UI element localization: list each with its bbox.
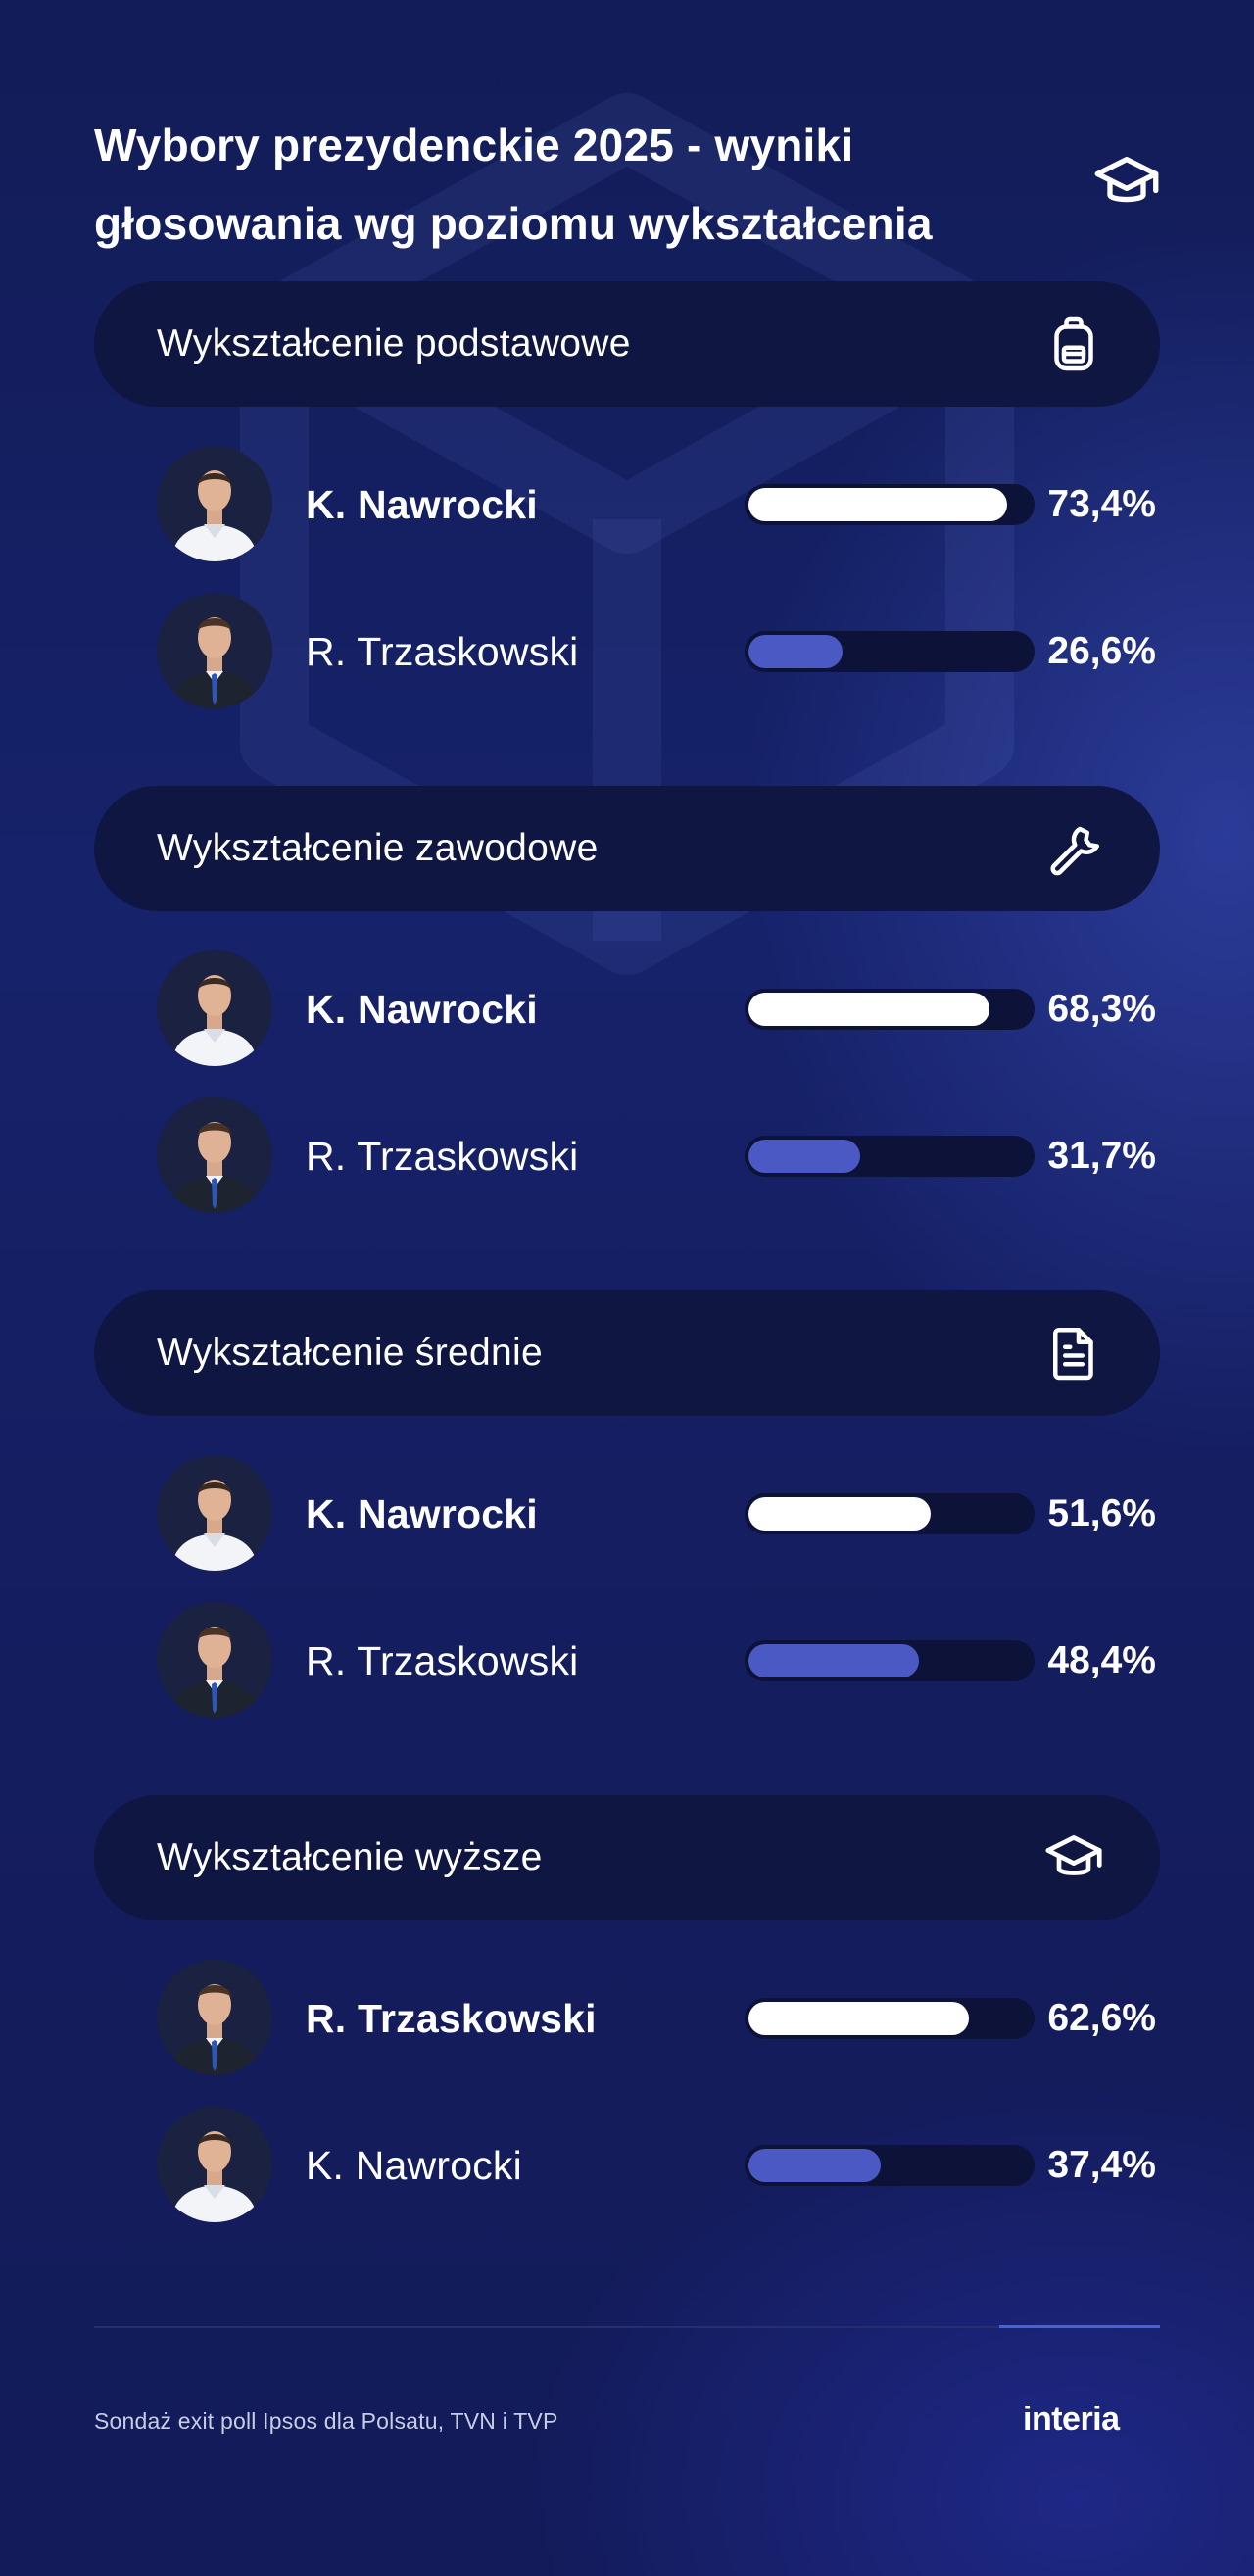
candidate-name: K. Nawrocki — [306, 482, 538, 527]
percentage-label: 62,6% — [1047, 1997, 1156, 2039]
candidate-avatar — [157, 1455, 272, 1571]
candidate-avatar — [157, 1960, 272, 2075]
candidate-name: K. Nawrocki — [306, 1491, 538, 1536]
candidate-row: K. Nawrocki 51,6% — [157, 1455, 1160, 1573]
candidate-row: R. Trzaskowski 31,7% — [157, 1097, 1160, 1215]
footer-divider-accent — [999, 2325, 1160, 2328]
footer-divider — [94, 2326, 1160, 2328]
bar — [748, 1497, 931, 1531]
bar-track — [745, 2145, 1035, 2186]
percentage-label: 26,6% — [1047, 630, 1156, 672]
education-group: Wykształcenie podstawowe K. Nawrocki 73,4%… — [94, 281, 1160, 789]
candidate-row: K. Nawrocki 68,3% — [157, 950, 1160, 1068]
candidate-row: R. Trzaskowski 48,4% — [157, 1602, 1160, 1720]
bar — [748, 1644, 919, 1677]
education-group: Wykształcenie zawodowe K. Nawrocki 68,3% R.… — [94, 786, 1160, 1293]
bar-track — [745, 1493, 1035, 1534]
candidate-avatar — [157, 2107, 272, 2222]
candidate-avatar — [157, 446, 272, 561]
percentage-label: 51,6% — [1047, 1492, 1156, 1534]
page-title: Wybory prezydenckie 2025 - wyniki głosow… — [94, 120, 933, 249]
bar — [748, 488, 1007, 521]
group-header: Wykształcenie średnie — [94, 1290, 1160, 1416]
source-note: Sondaż exit poll Ipsos dla Polsatu, TVN … — [94, 2408, 558, 2434]
candidate-row: R. Trzaskowski 62,6% — [157, 1960, 1160, 2077]
graduation-cap-icon — [1093, 149, 1160, 216]
percentage-label: 48,4% — [1047, 1639, 1156, 1681]
candidate-row: R. Trzaskowski 26,6% — [157, 593, 1160, 710]
percentage-label: 31,7% — [1047, 1135, 1156, 1177]
candidate-avatar — [157, 1602, 272, 1718]
candidate-name: R. Trzaskowski — [306, 1134, 579, 1179]
percentage-label: 37,4% — [1047, 2144, 1156, 2186]
bar-track — [745, 1136, 1035, 1177]
wrench-icon — [1044, 819, 1103, 878]
percentage-label: 73,4% — [1047, 483, 1156, 525]
candidate-avatar — [157, 593, 272, 708]
bar — [748, 635, 843, 668]
group-header: Wykształcenie wyższe — [94, 1795, 1160, 1920]
bar-track — [745, 484, 1035, 525]
candidate-name: K. Nawrocki — [306, 987, 538, 1032]
group-label: Wykształcenie średnie — [157, 1332, 543, 1374]
graduation-cap-icon — [1044, 1828, 1103, 1887]
group-label: Wykształcenie zawodowe — [157, 827, 599, 869]
bar-track — [745, 1998, 1035, 2039]
candidate-avatar — [157, 1097, 272, 1213]
group-label: Wykształcenie podstawowe — [157, 322, 631, 365]
group-header: Wykształcenie podstawowe — [94, 281, 1160, 407]
bar-track — [745, 989, 1035, 1030]
candidate-avatar — [157, 950, 272, 1066]
group-header: Wykształcenie zawodowe — [94, 786, 1160, 911]
bar — [748, 993, 989, 1026]
bar-track — [745, 631, 1035, 672]
candidate-name: R. Trzaskowski — [306, 1638, 579, 1683]
education-group: Wykształcenie średnie K. Nawrocki 51,6% R. … — [94, 1290, 1160, 1798]
candidate-row: K. Nawrocki 73,4% — [157, 446, 1160, 563]
candidate-row: K. Nawrocki 37,4% — [157, 2107, 1160, 2224]
percentage-label: 68,3% — [1047, 988, 1156, 1030]
candidate-name: R. Trzaskowski — [306, 629, 579, 674]
candidate-name: K. Nawrocki — [306, 2143, 522, 2188]
group-label: Wykształcenie wyższe — [157, 1836, 543, 1878]
interia-logo: interia — [1023, 2401, 1120, 2438]
backpack-icon — [1044, 315, 1103, 373]
bar — [748, 2002, 969, 2035]
candidate-name: R. Trzaskowski — [306, 1996, 597, 2041]
document-icon — [1044, 1324, 1103, 1383]
bar-track — [745, 1640, 1035, 1681]
education-group: Wykształcenie wyższe R. Trzaskowski 62,6% K… — [94, 1795, 1160, 2303]
bar — [748, 1140, 860, 1173]
bar — [748, 2149, 881, 2182]
